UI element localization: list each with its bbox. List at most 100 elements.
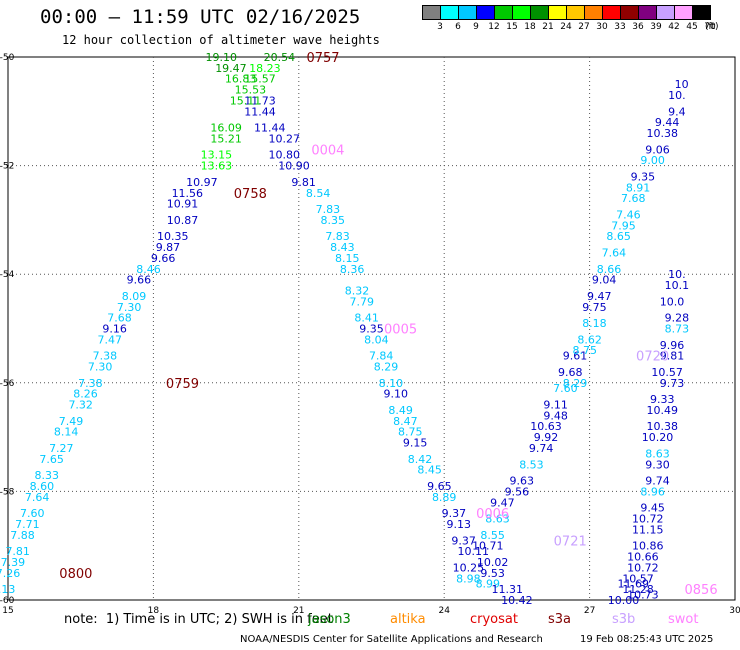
- data-point-label: 9.35: [631, 170, 656, 183]
- data-point-label: 8.04: [364, 333, 389, 346]
- plot-frame: [7, 56, 736, 601]
- color-scale-label: 18: [524, 22, 536, 32]
- color-scale-label: 30: [596, 22, 608, 32]
- color-scale-label: 3: [437, 22, 443, 32]
- data-point-label: 10.42: [501, 594, 533, 607]
- data-point-label: 10.57: [622, 572, 654, 585]
- pass-time-label: 0757: [306, 51, 339, 66]
- data-point-label: 8.96: [640, 485, 665, 498]
- data-point-label: 8.89: [432, 491, 457, 504]
- data-point-label: 8.41: [354, 312, 379, 325]
- data-point-label: 15.53: [235, 84, 267, 97]
- data-point-label: 7.30: [117, 301, 142, 314]
- data-point-label: 19.47: [215, 62, 247, 75]
- pass-time-label: 0856: [685, 583, 718, 598]
- data-point-label: 18.23: [249, 62, 281, 75]
- data-point-label: 8.45: [417, 464, 442, 477]
- data-point-label: 9.48: [543, 409, 568, 422]
- data-point-label: 7.13: [0, 583, 15, 596]
- data-point-label: 9.73: [660, 377, 685, 390]
- y-tick-label: -60: [0, 596, 15, 606]
- data-point-label: 11.44: [244, 105, 276, 118]
- data-point-label: 9.13: [446, 518, 471, 531]
- y-tick-label: -54: [0, 270, 15, 280]
- data-point-label: 9.45: [640, 502, 665, 515]
- color-scale-label: 15: [506, 22, 518, 32]
- data-point-label: 9.10: [383, 388, 408, 401]
- data-point-label: 8.49: [388, 404, 413, 417]
- data-point-label: 7.38: [93, 350, 118, 363]
- chart-title: 00:00 – 11:59 UTC 02/16/2025: [40, 6, 361, 28]
- chart-subtitle: 12 hour collection of altimeter wave hei…: [62, 33, 380, 47]
- data-point-label: 9.16: [102, 323, 127, 336]
- data-point-label: 9.56: [505, 485, 530, 498]
- data-point-label: 10.66: [627, 551, 659, 564]
- data-point-label: 8.18: [582, 317, 607, 330]
- data-point-label: 10.11: [458, 545, 490, 558]
- data-point-label: 7.47: [98, 333, 123, 346]
- data-point-label: 7.68: [621, 192, 646, 205]
- data-point-label: 8.62: [577, 333, 602, 346]
- data-point-label: 20.54: [264, 51, 296, 64]
- color-scale-label: 39: [650, 22, 662, 32]
- pass-time-label: 0006: [476, 507, 509, 522]
- data-point-label: 8.29: [374, 361, 399, 374]
- color-scale-label: 24: [560, 22, 572, 32]
- legend-item-cryosat: cryosat: [470, 612, 518, 627]
- y-tick-label: -52: [0, 162, 14, 172]
- data-point-label: 7.81: [5, 545, 30, 558]
- y-tick-label: -56: [0, 379, 15, 389]
- legend-item-swot: swot: [668, 612, 699, 627]
- x-tick-label: 27: [584, 606, 595, 616]
- data-point-label: 19.10: [206, 51, 238, 64]
- data-point-label: 10.72: [627, 561, 659, 574]
- data-point-label: 10.91: [167, 198, 199, 211]
- data-point-label: 10.49: [647, 404, 679, 417]
- data-point-label: 7.32: [68, 399, 93, 412]
- data-point-label: 8.63: [485, 513, 510, 526]
- data-point-label: 8.47: [393, 415, 418, 428]
- data-point-label: 8.46: [136, 263, 161, 276]
- data-point-label: 9.00: [640, 154, 665, 167]
- data-point-label: 8.73: [665, 323, 690, 336]
- color-scale-label: 42: [668, 22, 680, 32]
- color-scale-label: 27: [578, 22, 590, 32]
- data-point-label: 10.57: [651, 366, 683, 379]
- data-point-label: 8.98: [456, 572, 481, 585]
- data-point-label: 9.87: [156, 241, 181, 254]
- legend-item-s3a: s3a: [548, 612, 572, 627]
- data-point-label: 8.75: [573, 344, 598, 357]
- data-point-label: 9.61: [563, 350, 588, 363]
- data-point-label: 10.25: [453, 561, 485, 574]
- data-point-label: 10.27: [269, 132, 301, 145]
- data-point-label: 9.35: [359, 323, 384, 336]
- data-point-label: 7.46: [616, 208, 641, 221]
- data-point-label: 10.63: [530, 420, 562, 433]
- data-point-label: 7.84: [369, 350, 394, 363]
- data-point-label: 9.96: [660, 339, 685, 352]
- x-tick-label: 21: [293, 606, 304, 616]
- data-point-label: 10.0: [660, 295, 685, 308]
- data-point-label: 7.30: [88, 361, 113, 374]
- footer-timestamp: 19 Feb 08:25:43 UTC 2025: [580, 634, 714, 645]
- data-point-label: 7.95: [611, 219, 636, 232]
- data-point-label: 8.35: [320, 214, 345, 227]
- color-scale-label: 33: [614, 22, 626, 32]
- data-point-label: 8.63: [645, 447, 670, 460]
- data-point-label: 10.20: [642, 431, 674, 444]
- data-point-label: 16.83: [225, 73, 257, 86]
- data-point-label: 7.60: [553, 382, 578, 395]
- data-point-label: 9.81: [660, 350, 685, 363]
- y-tick-label: -58: [0, 487, 15, 497]
- data-point-label: 7.64: [25, 491, 50, 504]
- data-point-label: 9.33: [650, 393, 675, 406]
- data-point-label: 9.06: [645, 143, 670, 156]
- data-point-label: 9.75: [582, 301, 607, 314]
- data-point-label: 7.83: [325, 230, 350, 243]
- data-point-label: 11.15: [632, 523, 664, 536]
- data-point-label: 10.00: [608, 594, 640, 607]
- data-point-label: 10.1: [665, 279, 690, 292]
- data-point-label: 8.42: [408, 453, 433, 466]
